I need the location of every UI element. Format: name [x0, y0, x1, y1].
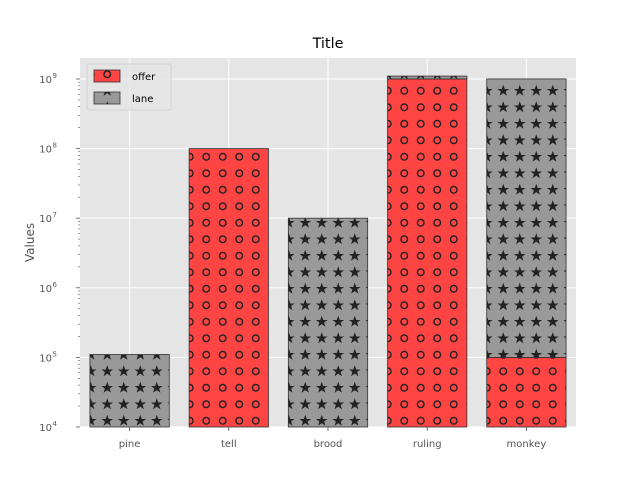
bar-monkey-lane [486, 78, 567, 358]
bar-monkey-offer [486, 356, 567, 428]
legend: offer lane [86, 63, 172, 111]
y-tick-label: 109 [39, 72, 57, 86]
x-tick-label: tell [221, 439, 237, 450]
legend-swatch-offer [93, 69, 121, 83]
x-tick-label: ruling [413, 439, 442, 450]
x-tick-label: monkey [507, 439, 547, 450]
x-tick-label: brood [314, 439, 343, 450]
y-tick-label: 105 [39, 350, 57, 364]
y-axis-label: Values [23, 223, 37, 262]
y-tick-label: 107 [39, 211, 57, 225]
legend-swatch-lane [93, 91, 121, 105]
bar-pine-lane [89, 354, 170, 428]
y-tick-label: 108 [39, 142, 57, 156]
y-tick-label: 104 [39, 420, 57, 434]
bars [89, 75, 567, 428]
bar-tell-offer [188, 148, 269, 428]
chart-title: Title [312, 36, 344, 52]
legend-label-lane: lane [132, 94, 153, 105]
legend-label-offer: offer [132, 72, 156, 83]
y-axis: 104 105 106 107 108 109 [39, 72, 80, 434]
bar-brood-lane [287, 217, 369, 428]
x-tick-label: pine [119, 439, 141, 450]
bar-ruling-lane [387, 75, 468, 80]
x-axis: pine tell brood ruling monkey [119, 427, 547, 450]
bar-ruling-offer [387, 78, 468, 428]
y-tick-label: 106 [39, 281, 57, 295]
